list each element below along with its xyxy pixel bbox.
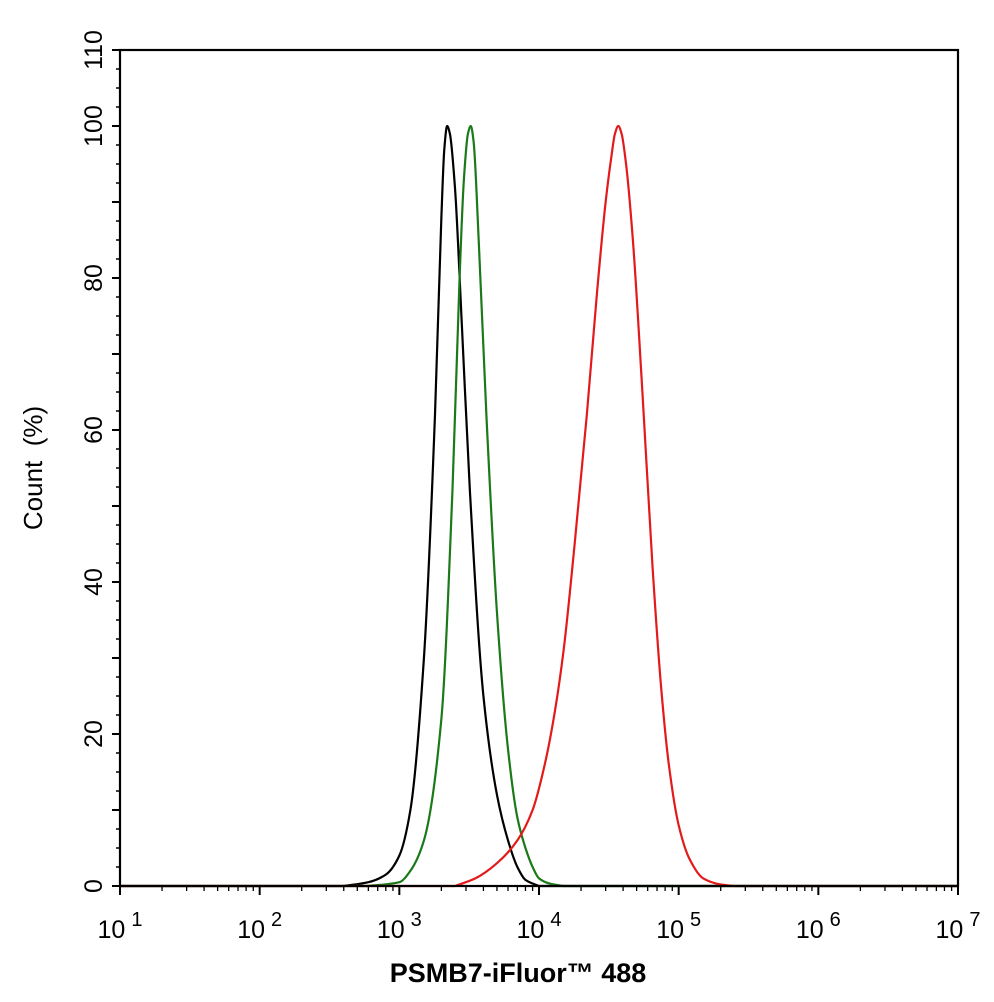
plot-frame: [118, 48, 960, 888]
x-tick-label: 10 1: [98, 909, 143, 944]
y-tick-label: 40: [80, 568, 108, 596]
y-tick-label: 80: [80, 264, 108, 292]
y-tick-label: 100: [80, 105, 108, 147]
y-tick-label: 20: [80, 720, 108, 748]
x-tick-label: 10 2: [237, 909, 282, 944]
x-tick-label: 10 4: [517, 909, 562, 944]
y-axis-title: Count (%): [18, 406, 48, 530]
histogram-series: [120, 124, 958, 888]
histogram-line-1: [120, 124, 958, 888]
x-axis: 10 1 10 2 10 3 10 4 10 5 10 6 10 7: [98, 886, 981, 944]
y-axis: 0 20 40 60 80 100 110: [80, 30, 120, 893]
x-tick-label: 10 5: [656, 909, 701, 944]
y-tick-label: 0: [80, 879, 108, 893]
y-tick-label: 110: [80, 30, 108, 70]
x-tick-label: 10 7: [936, 909, 981, 944]
x-tick-label: 10 3: [377, 909, 422, 944]
x-axis-title: PSMB7-iFluor™ 488: [390, 958, 647, 988]
y-tick-label: 60: [80, 416, 108, 444]
x-tick-label: 10 6: [796, 909, 841, 944]
histogram-line-2: [120, 124, 958, 888]
histogram-line-3: [120, 124, 958, 888]
